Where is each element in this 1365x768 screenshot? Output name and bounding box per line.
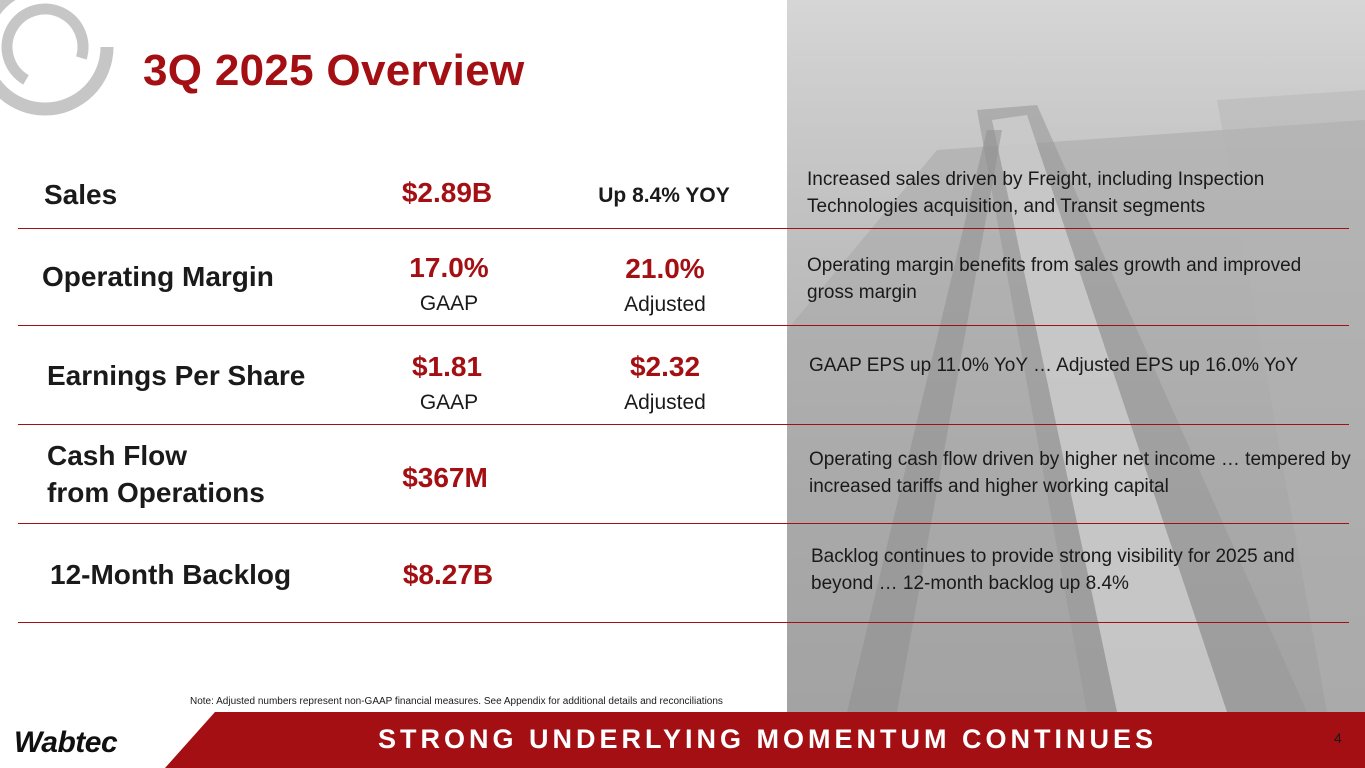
operating-margin-gaap-value: 17.0% xyxy=(409,252,489,283)
sales-yoy: Up 8.4% YOY xyxy=(598,184,730,207)
page-number: 4 xyxy=(1334,730,1342,746)
operating-margin-adjusted-label: Adjusted xyxy=(624,293,706,316)
row-divider xyxy=(18,523,1349,524)
eps-adjusted-value: $2.32 xyxy=(629,351,701,382)
cash-flow-label-line2: from Operations xyxy=(47,477,265,508)
wabtec-logo-mark-icon xyxy=(0,0,114,116)
row-label-operating-margin: Operating Margin xyxy=(42,261,274,292)
footer-red-band xyxy=(165,712,1365,768)
footer-bar: Wabtec STRONG UNDERLYING MOMENTUM CONTIN… xyxy=(0,712,1365,768)
page-title: 3Q 2025 Overview xyxy=(143,46,525,95)
sales-description: Increased sales driven by Freight, inclu… xyxy=(807,169,1265,217)
operating-margin-adjusted-value: 21.0% xyxy=(625,253,705,284)
row-label-sales: Sales xyxy=(44,179,118,210)
backlog-description: Backlog continues to provide strong visi… xyxy=(811,546,1295,594)
cash-flow-value: $367M xyxy=(402,462,488,493)
eps-adjusted-label: Adjusted xyxy=(624,391,706,414)
row-divider xyxy=(18,228,1349,229)
operating-margin-gaap-label: GAAP xyxy=(419,292,479,315)
footnote: Note: Adjusted numbers represent non-GAA… xyxy=(190,696,723,707)
row-divider xyxy=(18,325,1349,326)
eps-gaap-value: $1.81 xyxy=(411,351,483,382)
wabtec-logo: Wabtec xyxy=(14,726,118,759)
eps-gaap-label: GAAP xyxy=(419,391,479,414)
row-divider xyxy=(18,622,1349,623)
row-divider xyxy=(18,424,1349,425)
background-train-photo xyxy=(787,0,1365,712)
row-label-cash-flow: Cash Flow from Operations xyxy=(47,437,265,511)
footer-tagline: STRONG UNDERLYING MOMENTUM CONTINUES xyxy=(378,724,1158,754)
cash-flow-description: Operating cash flow driven by higher net… xyxy=(809,449,1351,497)
backlog-value: $8.27B xyxy=(402,559,494,590)
cash-flow-label-line1: Cash Flow xyxy=(47,440,188,471)
row-label-backlog: 12-Month Backlog xyxy=(50,559,292,590)
eps-description: GAAP EPS up 11.0% YoY … Adjusted EPS up … xyxy=(809,355,1299,376)
row-label-eps: Earnings Per Share xyxy=(47,360,306,391)
operating-margin-description: Operating margin benefits from sales gro… xyxy=(807,255,1302,303)
sales-value: $2.89B xyxy=(401,177,493,208)
